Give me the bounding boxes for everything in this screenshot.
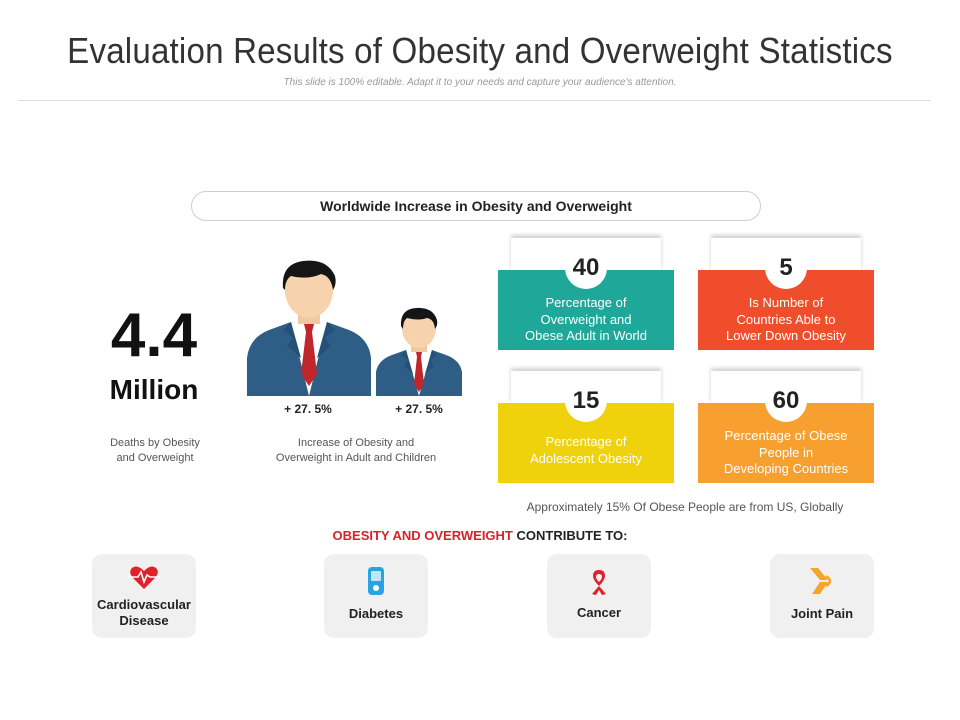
card-body: Percentage of Obese People in Developing… bbox=[698, 403, 874, 483]
condition-cardiovascular: Cardiovascular Disease bbox=[92, 554, 196, 638]
condition-joint-pain: Joint Pain bbox=[770, 554, 874, 638]
increase-caption: Increase of Obesity and Overweight in Ad… bbox=[275, 437, 437, 464]
card-body: Percentage of Overweight and Obese Adult… bbox=[498, 270, 674, 350]
condition-label: Cardiovascular Disease bbox=[97, 597, 191, 628]
child-increase-percent: + 27. 5% bbox=[395, 402, 443, 416]
adult-person-icon bbox=[247, 260, 371, 396]
deaths-value: 4.4 bbox=[110, 301, 198, 370]
condition-diabetes: Diabetes bbox=[324, 554, 428, 638]
page-subtitle: This slide is 100% editable. Adapt it to… bbox=[283, 77, 677, 88]
heart-pulse-icon bbox=[128, 566, 160, 589]
condition-cancer: Cancer bbox=[547, 554, 651, 638]
card-number: 5 bbox=[765, 247, 807, 289]
card-number: 40 bbox=[565, 247, 607, 289]
header-divider bbox=[18, 100, 930, 101]
card-body: Is Number of Countries Able to Lower Dow… bbox=[698, 270, 874, 350]
card-number: 60 bbox=[765, 380, 807, 422]
condition-label: Diabetes bbox=[348, 606, 404, 621]
card-number: 15 bbox=[565, 380, 607, 422]
joint-icon bbox=[810, 568, 832, 594]
deaths-unit: Million bbox=[109, 374, 199, 405]
cancer-ribbon-icon bbox=[592, 570, 606, 595]
condition-label: Cancer bbox=[576, 605, 622, 620]
footnote: Approximately 15% Of Obese People are fr… bbox=[526, 500, 844, 514]
child-person-icon bbox=[376, 307, 462, 396]
adult-increase-percent: + 27. 5% bbox=[284, 402, 332, 416]
deaths-caption: Deaths by Obesity and Overweight bbox=[110, 437, 200, 464]
page-title: Evaluation Results of Obesity and Overwe… bbox=[67, 30, 893, 71]
contribute-heading: OBESITY AND OVERWEIGHT CONTRIBUTE TO: bbox=[332, 528, 628, 543]
glucose-meter-icon bbox=[368, 567, 384, 595]
condition-label: Joint Pain bbox=[790, 606, 854, 621]
section-title: Worldwide Increase in Obesity and Overwe… bbox=[191, 191, 761, 221]
